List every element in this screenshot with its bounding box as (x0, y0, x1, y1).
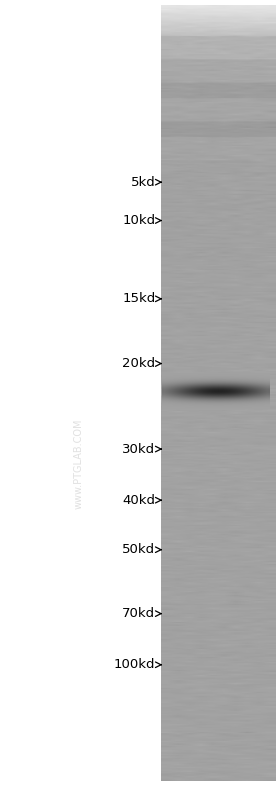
Text: 30kd: 30kd (122, 443, 155, 455)
Text: www.PTGLAB.COM: www.PTGLAB.COM (73, 418, 83, 509)
Text: 15kd: 15kd (122, 292, 155, 305)
Text: 70kd: 70kd (122, 607, 155, 620)
Text: 20kd: 20kd (122, 357, 155, 370)
Text: 50kd: 50kd (122, 543, 155, 556)
Text: 40kd: 40kd (122, 494, 155, 507)
Text: 5kd: 5kd (131, 176, 155, 189)
Text: 100kd: 100kd (114, 658, 155, 671)
Text: 10kd: 10kd (122, 214, 155, 227)
